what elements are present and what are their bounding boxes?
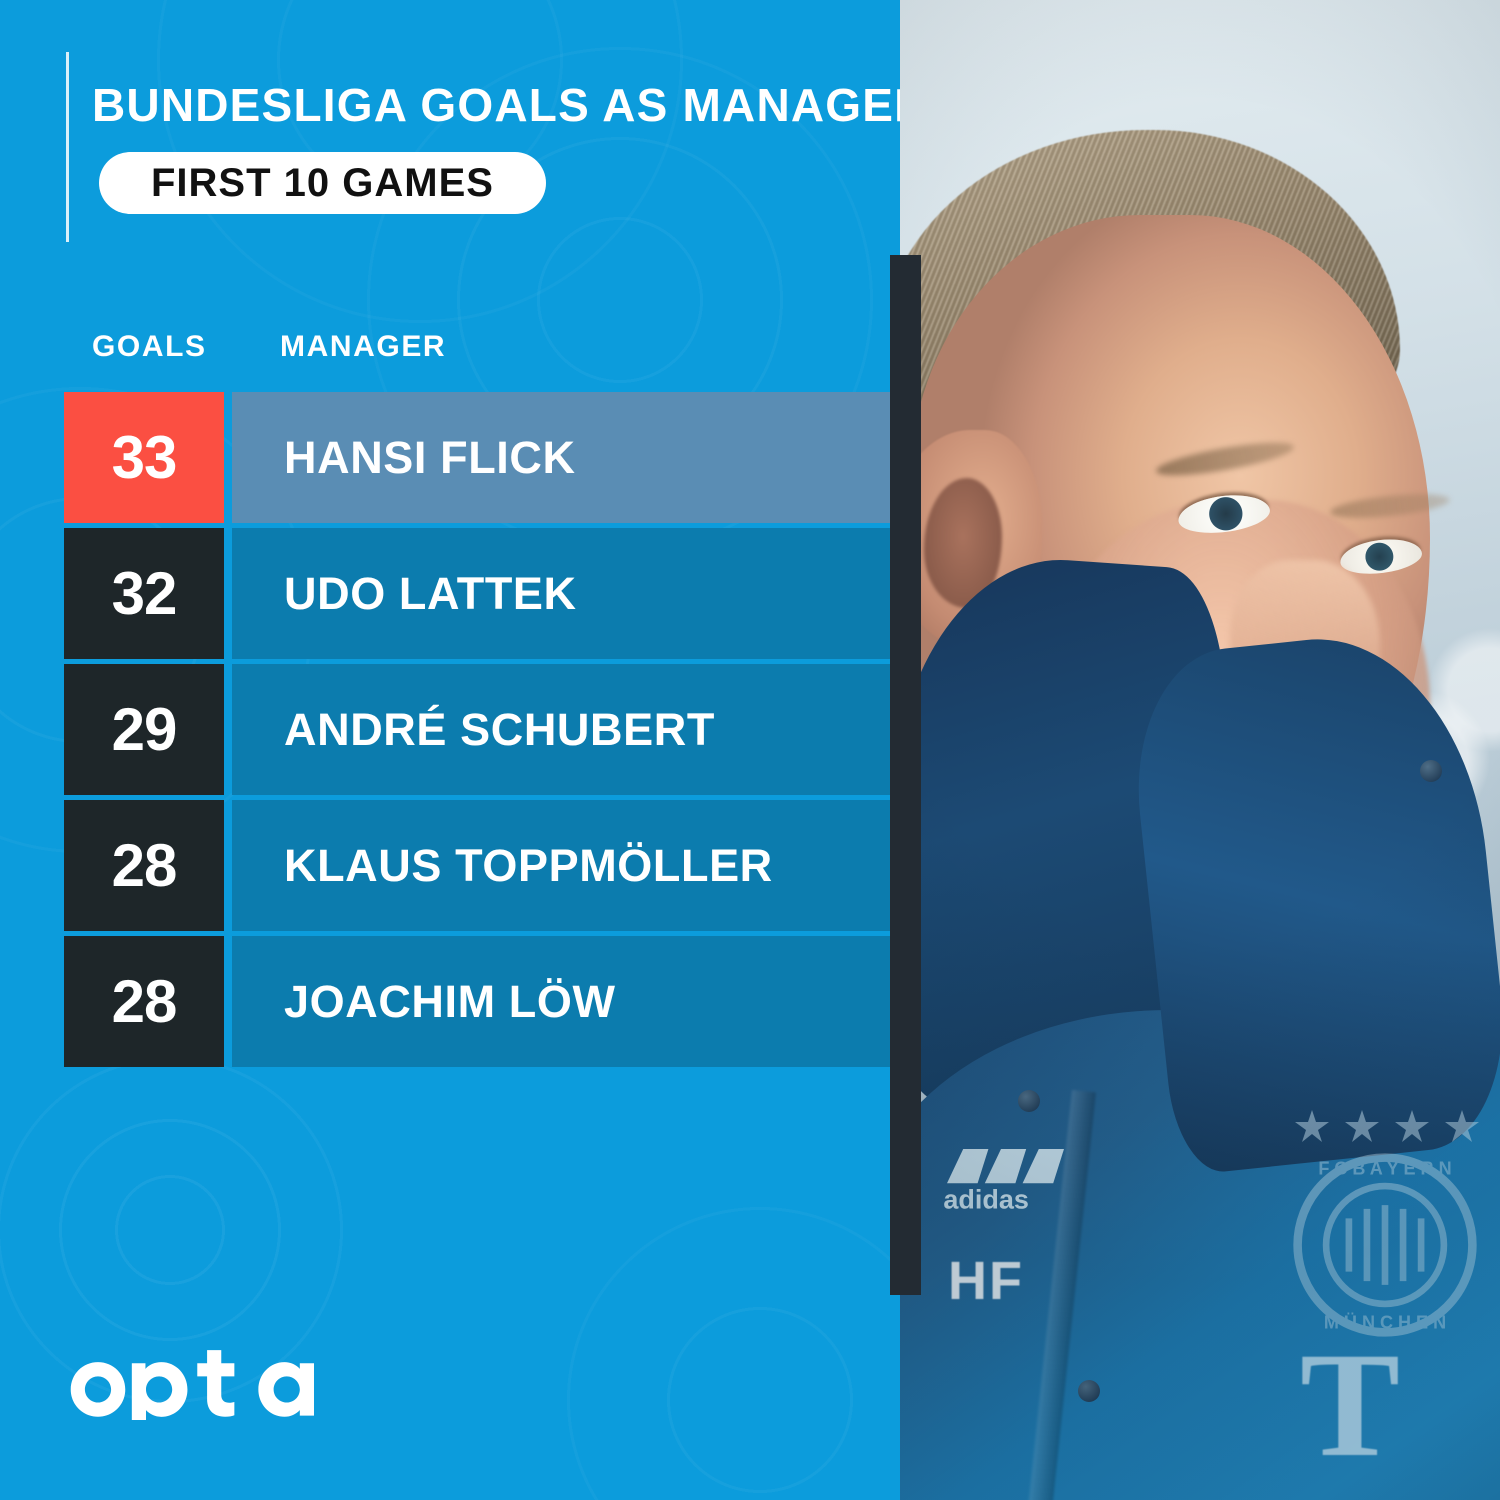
manager-cell: JOACHIM LÖW — [232, 936, 890, 1067]
table-row: 29 ANDRÉ SCHUBERT — [0, 664, 900, 795]
telekom-sponsor-logo: T — [1300, 1322, 1401, 1488]
page-title: BUNDESLIGA GOALS AS MANAGER — [92, 79, 929, 131]
adidas-logo: adidas — [943, 1148, 1064, 1214]
manager-name: JOACHIM LÖW — [284, 976, 616, 1027]
manager-photo: adidas HF F C B A Y E R N M — [900, 0, 1500, 1500]
title-accent-line — [66, 52, 69, 242]
goals-cell: 32 — [64, 528, 224, 659]
opta-logo — [70, 1350, 314, 1420]
manager-name: UDO LATTEK — [284, 568, 577, 619]
manager-cell: KLAUS TOPPMÖLLER — [232, 800, 890, 931]
champions-stars-icon — [1295, 1110, 1479, 1142]
subtitle-pill: FIRST 10 GAMES — [99, 152, 546, 214]
goals-value: 32 — [111, 559, 178, 627]
column-header-manager: MANAGER — [280, 330, 447, 363]
goals-cell: 28 — [64, 936, 224, 1067]
goals-value: 29 — [111, 695, 178, 763]
table-row: 32 UDO LATTEK — [0, 528, 900, 659]
manager-name: ANDRÉ SCHUBERT — [284, 704, 715, 755]
stats-panel: BUNDESLIGA GOALS AS MANAGER FIRST 10 GAM… — [0, 52, 929, 1420]
manager-cell: ANDRÉ SCHUBERT — [232, 664, 890, 795]
table-row: 28 KLAUS TOPPMÖLLER — [0, 800, 900, 931]
fc-bayern-crest-icon: F C B A Y E R N M Ü N C H E N — [1293, 1153, 1477, 1337]
adidas-wordmark: adidas — [943, 1184, 1029, 1214]
table-row: 33 HANSI FLICK — [0, 392, 900, 523]
column-header-goals: GOALS — [92, 330, 207, 363]
photo-jacket-snap — [1018, 1090, 1040, 1112]
photo-jacket-snap — [1420, 760, 1442, 782]
goals-cell: 33 — [64, 392, 224, 523]
manager-cell: UDO LATTEK — [232, 528, 890, 659]
jacket-initials: HF — [948, 1251, 1024, 1311]
manager-cell: HANSI FLICK — [232, 392, 890, 523]
goals-cell: 29 — [64, 664, 224, 795]
ranking-table: 33 HANSI FLICK 32 UDO LATTEK 29 ANDRÉ SCHUBER… — [0, 392, 900, 1072]
goals-cell: 28 — [64, 800, 224, 931]
svg-text:F C B A Y E R N: F C B A Y E R N — [1318, 1159, 1451, 1179]
goals-value: 28 — [111, 831, 178, 899]
table-row: 28 JOACHIM LÖW — [0, 936, 900, 1067]
goals-value: 28 — [111, 967, 178, 1035]
goals-value: 33 — [111, 423, 178, 491]
vertical-divider-bar — [890, 255, 921, 1295]
manager-name: KLAUS TOPPMÖLLER — [284, 840, 773, 891]
subtitle-label: FIRST 10 GAMES — [151, 161, 494, 205]
photo-jacket-snap — [1078, 1380, 1100, 1402]
manager-name: HANSI FLICK — [284, 432, 576, 483]
svg-text:M Ü N C H E N: M Ü N C H E N — [1324, 1313, 1446, 1333]
